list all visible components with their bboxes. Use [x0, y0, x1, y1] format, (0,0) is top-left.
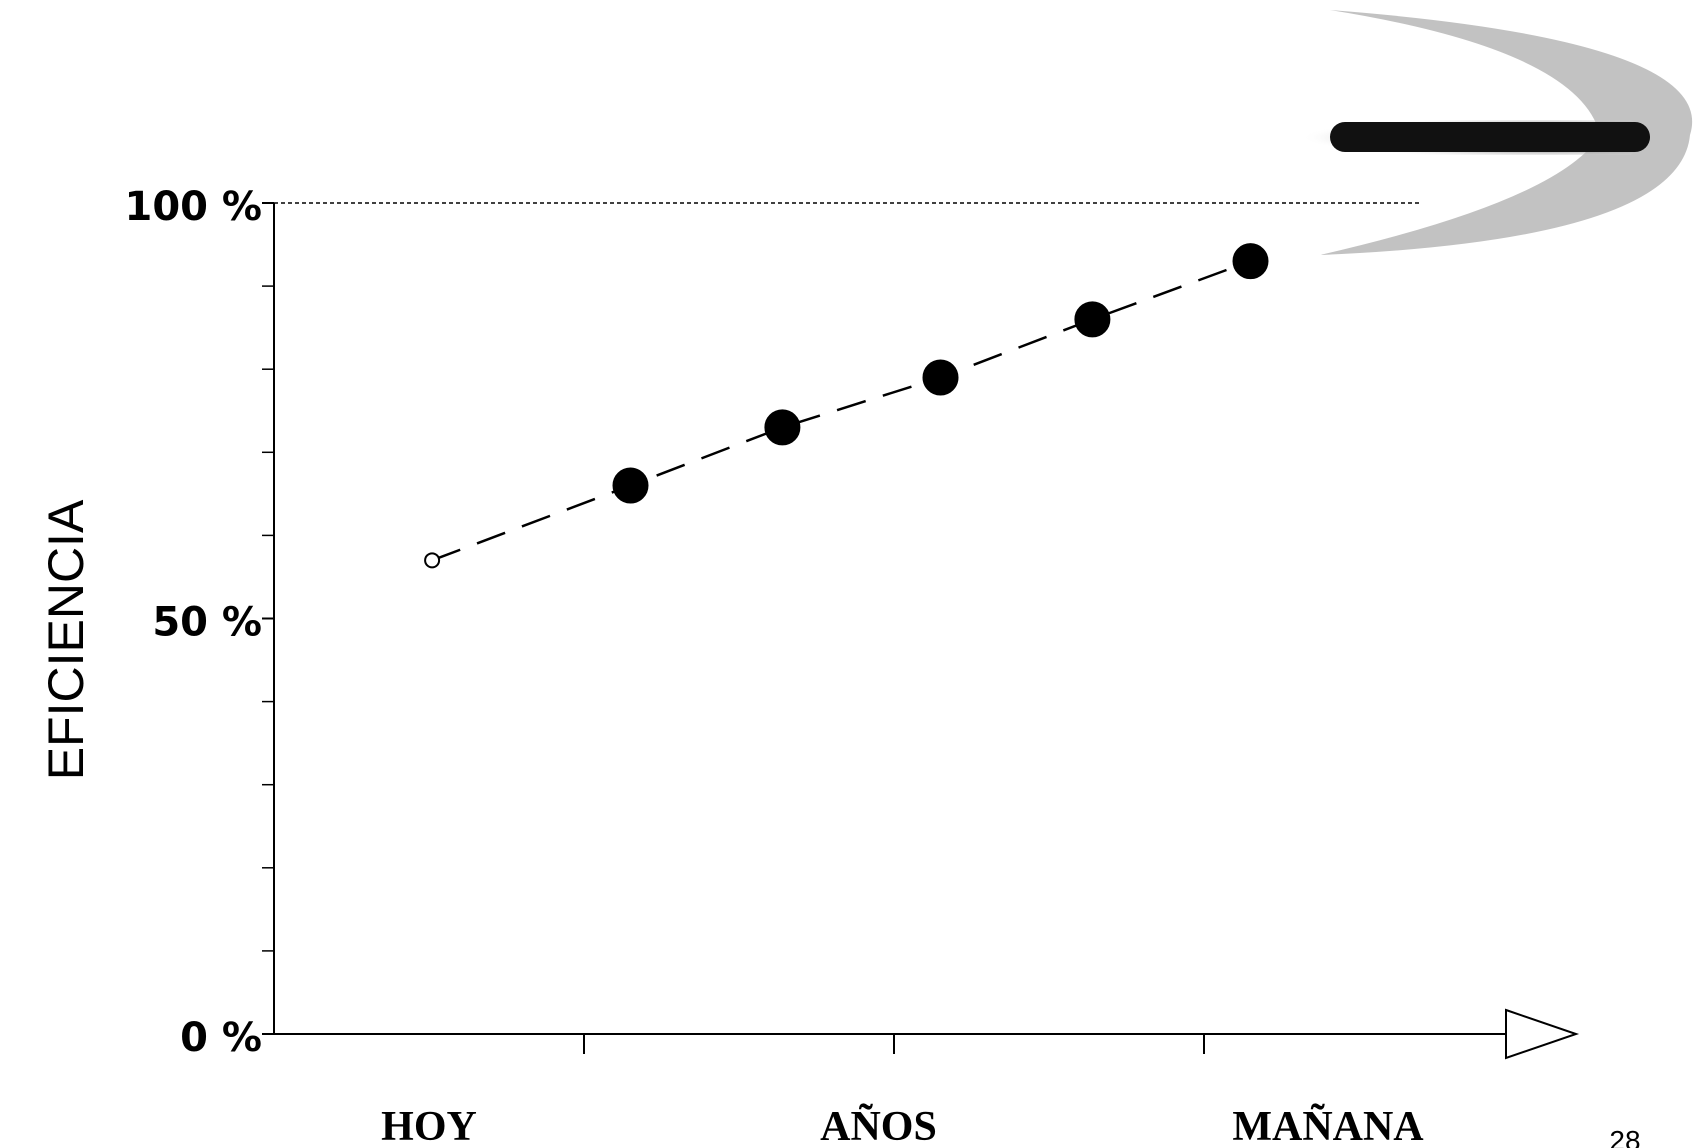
- y-tick-label: 0 %: [180, 1015, 262, 1061]
- page-number: 28: [1609, 1125, 1640, 1148]
- data-point: [1074, 301, 1111, 338]
- y-tick-label: 50 %: [152, 600, 262, 646]
- data-point: [922, 359, 959, 396]
- data-point: [612, 467, 649, 504]
- x-axis-arrow: [1505, 1008, 1580, 1060]
- data-point: [764, 409, 801, 446]
- y-axis-label: EFICIENCIA: [38, 499, 94, 780]
- x-category-label: HOY: [381, 1104, 477, 1148]
- y-tick-label: 100 %: [125, 184, 263, 230]
- data-point: [1232, 243, 1269, 280]
- data-point: [424, 552, 441, 569]
- x-category-label: AÑOS: [820, 1103, 937, 1148]
- x-category-label: MAÑANA: [1232, 1103, 1424, 1148]
- trend-line: [431, 259, 1251, 562]
- decoration: [1240, 10, 1693, 255]
